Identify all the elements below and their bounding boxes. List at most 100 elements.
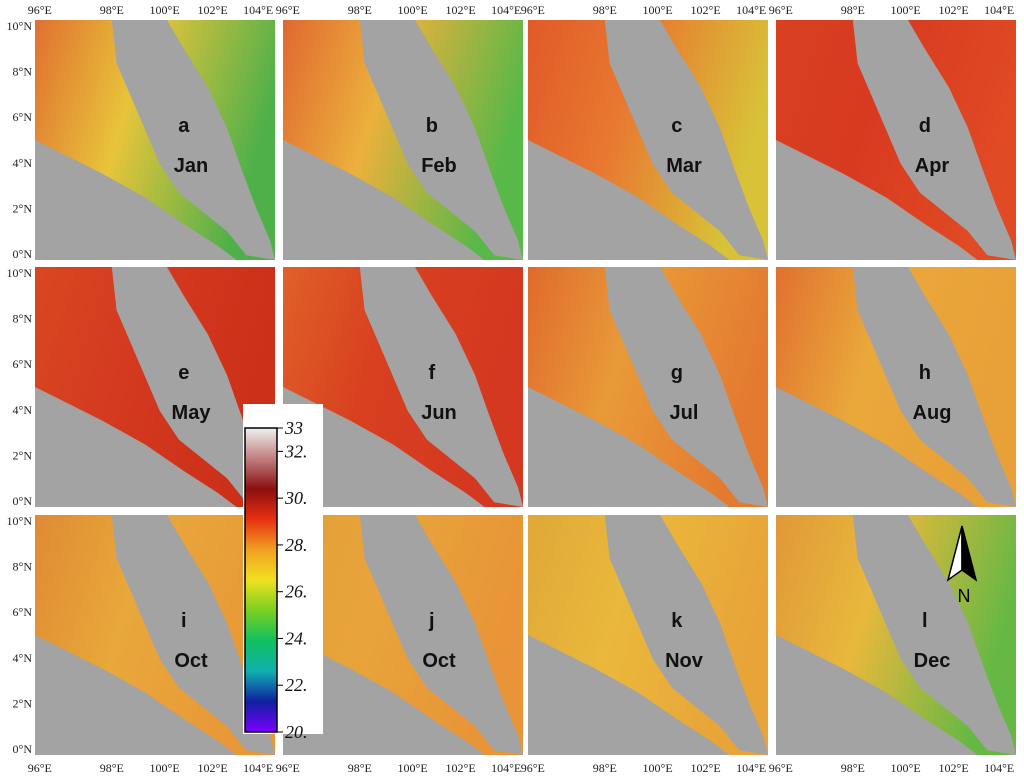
lat-tick-label: 4°N — [13, 156, 33, 170]
map-panel-h: h Aug — [776, 267, 1016, 507]
colorbar-legend: 33 32. 30. 28. 26. 24. 22. 20. — [243, 404, 323, 742]
panel-month: Jan — [174, 155, 208, 177]
lat-tick-label: 6°N — [13, 605, 33, 619]
island-land — [576, 466, 593, 498]
malay-peninsula-land — [111, 267, 275, 507]
lon-tick-label-top: 104°E — [736, 3, 766, 17]
lat-tick-label: 0°N — [13, 494, 33, 508]
lon-tick-label-bottom: 100°E — [150, 761, 180, 775]
lon-tick-label-top: 104°E — [491, 3, 521, 17]
island-land — [331, 466, 348, 498]
panel-letter: e — [178, 362, 189, 384]
malay-peninsula-land — [359, 267, 523, 507]
lon-tick-label-top: 100°E — [398, 3, 428, 17]
map-panel-f: f Jun — [283, 267, 523, 507]
lon-tick-label-bottom: 102°E — [939, 761, 969, 775]
lat-tick-label: 6°N — [13, 110, 33, 124]
north-arrow: N — [946, 525, 978, 606]
map-panel-d: d Apr — [776, 20, 1016, 260]
panel-letter: f — [428, 362, 435, 384]
panel-month: Apr — [915, 155, 950, 177]
island-land — [824, 714, 841, 746]
island-land — [662, 721, 682, 736]
lon-tick-label-bottom: 102°E — [198, 761, 228, 775]
malay-peninsula-land — [111, 20, 275, 260]
map-panel-k: k Nov — [528, 515, 768, 755]
panel-letter: c — [671, 115, 682, 137]
map-panel-b: b Feb — [283, 20, 523, 260]
panel-month: Oct — [174, 650, 208, 672]
map-panel-i: i Oct — [35, 515, 275, 755]
lon-tick-label-bottom: 96°E — [276, 761, 300, 775]
colorbar-tick-label: 30. — [284, 488, 308, 508]
panel-month: Jul — [670, 402, 699, 424]
panel-month: Feb — [421, 155, 457, 177]
island-land — [295, 192, 307, 208]
lon-tick-label-bottom: 96°E — [769, 761, 793, 775]
island-land — [910, 721, 930, 736]
lon-tick-label-bottom: 98°E — [841, 761, 865, 775]
island-land — [540, 192, 552, 208]
island-land — [788, 439, 800, 455]
island-land — [576, 219, 593, 251]
malay-peninsula-land — [852, 515, 1016, 755]
panel-letter: b — [426, 115, 438, 137]
malay-peninsula-land — [604, 267, 768, 507]
island-land — [169, 721, 189, 736]
island-land — [576, 714, 593, 746]
lon-tick-label-bottom: 100°E — [891, 761, 921, 775]
lon-tick-label-top: 100°E — [891, 3, 921, 17]
island-land — [417, 226, 437, 241]
colorbar-tick-label: 24. — [285, 628, 308, 648]
lon-tick-label-top: 96°E — [769, 3, 793, 17]
island-land — [662, 473, 682, 488]
malay-peninsula-land — [359, 20, 523, 260]
lat-tick-label: 4°N — [13, 403, 33, 417]
lon-tick-label-bottom: 100°E — [398, 761, 428, 775]
lon-tick-label-top: 98°E — [100, 3, 124, 17]
lat-tick-label: 8°N — [13, 312, 33, 326]
island-land — [540, 439, 552, 455]
malay-peninsula-land — [852, 20, 1016, 260]
lon-tick-label-top: 104°E — [243, 3, 273, 17]
lon-tick-label-top: 98°E — [593, 3, 617, 17]
island-land — [331, 714, 348, 746]
malay-peninsula-land — [604, 20, 768, 260]
island-land — [788, 687, 800, 703]
island-land — [331, 219, 348, 251]
lat-tick-label: 4°N — [13, 651, 33, 665]
colorbar-tick-label: 26. — [285, 582, 308, 602]
island-land — [910, 226, 930, 241]
lon-tick-label-top: 102°E — [939, 3, 969, 17]
lat-tick-label: 6°N — [13, 357, 33, 371]
island-land — [169, 473, 189, 488]
malay-peninsula-land — [604, 515, 768, 755]
panel-letter: h — [919, 362, 931, 384]
lon-tick-label-top: 100°E — [150, 3, 180, 17]
map-panel-g: g Jul — [528, 267, 768, 507]
lon-tick-label-top: 104°E — [984, 3, 1014, 17]
lon-tick-label-bottom: 98°E — [593, 761, 617, 775]
island-land — [47, 687, 59, 703]
lon-tick-label-bottom: 104°E — [243, 761, 273, 775]
panel-letter: j — [428, 610, 435, 632]
lon-tick-label-top: 98°E — [348, 3, 372, 17]
lat-tick-label: 10°N — [7, 19, 33, 33]
panel-month: Nov — [665, 650, 704, 672]
lon-tick-label-top: 102°E — [691, 3, 721, 17]
panel-month: Jun — [421, 402, 457, 424]
island-land — [540, 687, 552, 703]
lon-tick-label-top: 102°E — [446, 3, 476, 17]
island-land — [788, 192, 800, 208]
map-panel-l: l Dec — [776, 515, 1016, 755]
colorbar-ramp — [244, 427, 278, 733]
lon-tick-label-bottom: 102°E — [691, 761, 721, 775]
lat-tick-label: 2°N — [13, 696, 33, 710]
colorbar-tick-label: 33 — [284, 418, 303, 438]
panel-letter: k — [671, 610, 683, 632]
lon-tick-label-bottom: 100°E — [643, 761, 673, 775]
panel-month: Aug — [913, 402, 952, 424]
lat-tick-label: 8°N — [13, 560, 33, 574]
lon-tick-label-bottom: 104°E — [736, 761, 766, 775]
panel-month: Dec — [914, 650, 951, 672]
